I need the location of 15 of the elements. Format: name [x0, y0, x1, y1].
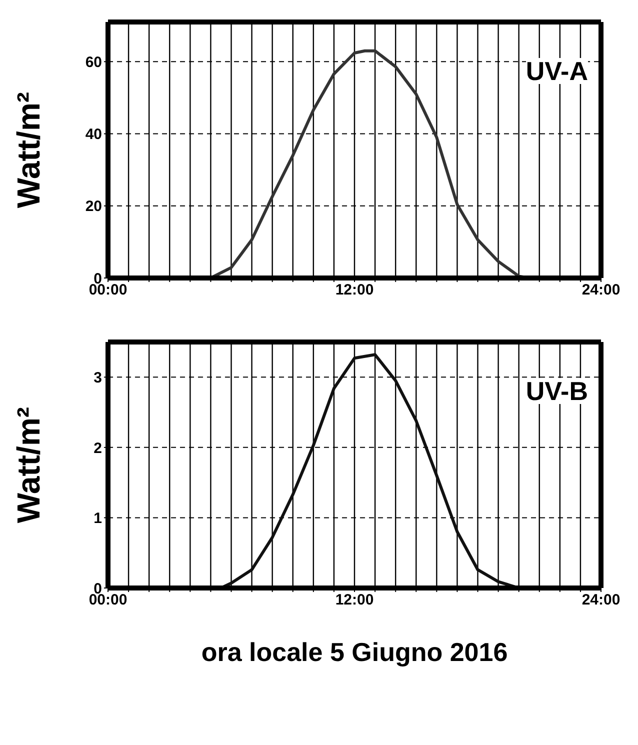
y-tick-label: 1	[94, 510, 102, 528]
x-tick-label: 24:00	[582, 592, 620, 609]
x-tick-label: 24:00	[582, 282, 620, 299]
annotation: UV-A	[526, 56, 588, 86]
y-axis-title: Watt/m²	[10, 92, 46, 208]
y-tick-label: 40	[85, 126, 102, 144]
x-tick-label: 12:00	[335, 592, 374, 609]
annotation: UV-B	[526, 376, 588, 406]
y-tick-label: 3	[94, 369, 102, 386]
y-axis-title: Watt/m²	[10, 406, 46, 524]
x-axis-title: ora locale 5 Giugno 2016	[201, 637, 508, 667]
y-tick-label: 2	[94, 440, 102, 457]
y-tick-label: 60	[85, 54, 102, 71]
x-tick-label: 12:00	[335, 282, 374, 299]
y-tick-label: 20	[85, 198, 102, 216]
